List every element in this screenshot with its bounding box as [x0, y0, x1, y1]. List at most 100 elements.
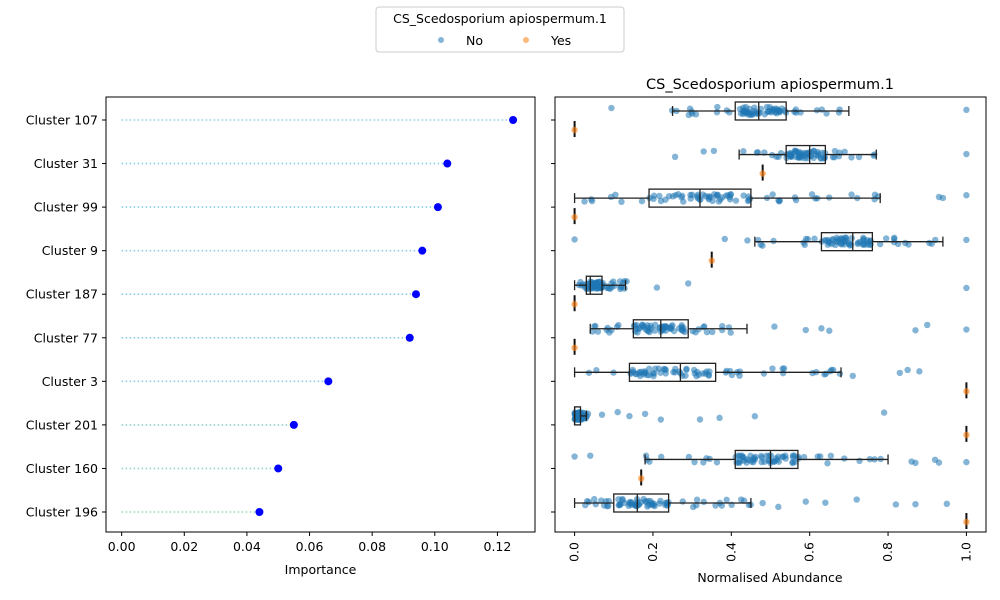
abundance-frame	[554, 96, 987, 533]
abundance-point-no	[856, 457, 863, 465]
abundance-point-no	[750, 454, 758, 462]
abundance-point-no	[592, 322, 599, 330]
abundance-point-no	[828, 366, 835, 374]
abundance-point-no	[616, 501, 623, 509]
abundance-point-no	[804, 236, 812, 243]
legend-title: CS_Scedosporium apiospermum.1	[393, 11, 607, 26]
abundance-point-no	[797, 109, 804, 116]
abundance-x-axis-label: Normalised Abundance	[697, 570, 843, 585]
abundance-point-no	[775, 503, 782, 511]
abundance-point-no	[594, 328, 602, 335]
importance-point	[274, 464, 283, 473]
abundance-point-no	[672, 191, 679, 199]
abundance-point-no	[848, 154, 855, 161]
abundance-point-no	[776, 197, 783, 204]
abundance-point-yes	[571, 301, 578, 308]
abundance-chart: CS_Scedosporium apiospermum.1 0.0 0.2 0.4 0…	[551, 77, 987, 585]
abundance-x-tick-label: 1.0	[958, 542, 973, 562]
abundance-point-no	[733, 459, 740, 466]
abundance-point-no	[740, 148, 747, 155]
legend-marker-yes	[523, 37, 529, 43]
abundance-point-no	[644, 503, 651, 510]
importance-point	[289, 420, 298, 429]
abundance-point-no	[916, 368, 923, 375]
abundance-point-no	[633, 321, 640, 329]
abundance-point-no	[603, 326, 610, 334]
abundance-point-no	[693, 496, 701, 503]
abundance-point-no	[880, 409, 888, 416]
abundance-point-no	[660, 323, 667, 331]
abundance-point-no	[829, 153, 837, 161]
importance-point	[443, 159, 452, 168]
abundance-point-yes	[571, 213, 578, 221]
importance-x-tick-label: 0.06	[296, 539, 324, 554]
abundance-point-no	[725, 324, 733, 331]
importance-point	[255, 508, 264, 516]
abundance-point-no	[761, 111, 768, 118]
abundance-point-no	[626, 499, 633, 506]
importance-y-tick-label: Cluster 9	[42, 243, 98, 258]
abundance-point-no	[571, 236, 578, 243]
abundance-point-no	[827, 452, 835, 460]
abundance-point-no	[670, 327, 678, 335]
abundance-point-no	[824, 460, 831, 467]
abundance-point-no	[714, 103, 721, 111]
abundance-y-ticks	[551, 119, 555, 513]
abundance-point-no	[645, 371, 653, 379]
abundance-point-no	[657, 416, 664, 423]
abundance-point-no	[905, 241, 912, 248]
abundance-point-no	[685, 280, 692, 287]
abundance-point-yes	[759, 170, 766, 177]
abundance-point-no	[822, 499, 829, 506]
abundance-point-no	[770, 237, 777, 245]
abundance-point-no	[743, 456, 750, 463]
abundance-point-no	[727, 329, 734, 336]
abundance-point-no	[682, 372, 689, 379]
abundance-box	[820, 232, 874, 252]
abundance-x-tick-label: 0.2	[645, 542, 660, 562]
abundance-point-no	[591, 495, 598, 503]
abundance-point-no	[745, 193, 752, 200]
importance-y-tick-label: Cluster 3	[42, 374, 98, 389]
abundance-point-no	[792, 153, 800, 161]
abundance-point-no	[705, 194, 712, 201]
abundance-point-no	[963, 326, 970, 333]
abundance-point-no	[713, 109, 721, 116]
abundance-point-no	[800, 453, 808, 461]
abundance-point-no	[588, 197, 596, 205]
abundance-point-no	[740, 192, 747, 199]
abundance-point-yes	[963, 388, 970, 395]
legend-label-no: No	[466, 33, 483, 48]
abundance-point-no	[779, 369, 787, 377]
abundance-x-tick-label: 0.4	[723, 542, 738, 562]
abundance-point-no	[647, 325, 655, 332]
abundance-point-no	[814, 453, 822, 460]
importance-y-tick-label: Cluster 31	[34, 156, 98, 171]
abundance-x-ticks: 0.0 0.2 0.4 0.6 0.8 1.0	[567, 532, 973, 562]
abundance-point-no	[598, 411, 606, 418]
importance-point	[418, 246, 427, 255]
abundance-point-no	[963, 106, 970, 114]
importance-x-tick-label: 0.02	[170, 539, 198, 554]
abundance-point-no	[963, 236, 970, 244]
importance-x-tick-label: 0.10	[421, 539, 449, 554]
abundance-point-no	[710, 147, 718, 155]
abundance-box	[734, 101, 787, 121]
abundance-point-no	[581, 198, 588, 205]
abundance-point-no	[773, 110, 780, 117]
abundance-point-no	[577, 278, 584, 286]
abundance-point-no	[763, 103, 771, 111]
abundance-point-no	[626, 412, 633, 420]
abundance-point-no	[726, 367, 734, 375]
abundance-point-no	[640, 323, 648, 330]
abundance-point-no	[809, 369, 816, 377]
importance-point	[324, 377, 333, 386]
importance-y-ticks: Cluster 107 Cluster 31 Cluster 99 Cluster 9…	[26, 113, 106, 520]
abundance-x-tick-label: 0.6	[802, 542, 817, 562]
abundance-point-no	[738, 496, 745, 503]
abundance-point-no	[759, 499, 766, 507]
abundance-point-no	[782, 452, 789, 459]
abundance-point-no	[811, 235, 818, 242]
abundance-point-no	[600, 502, 608, 509]
abundance-point-no	[694, 368, 701, 376]
